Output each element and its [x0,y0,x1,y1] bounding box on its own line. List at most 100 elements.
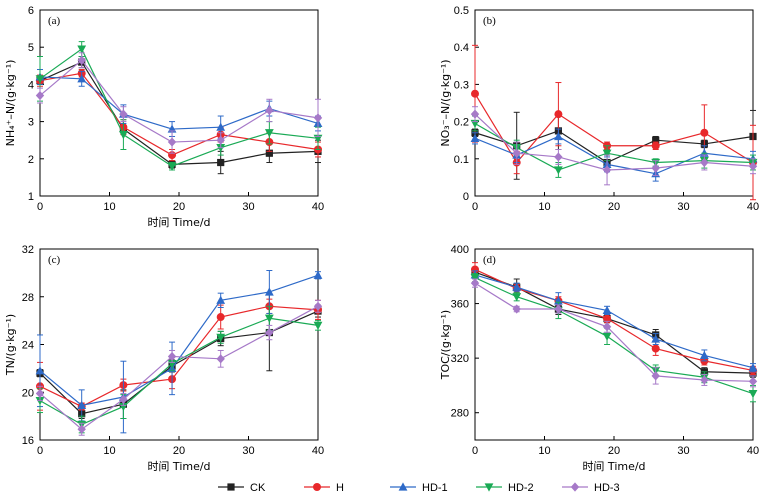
plot-frame [474,248,754,441]
data-point [470,133,480,142]
data-point [35,75,45,84]
x-tick-label: 0 [472,445,478,457]
data-point [77,45,87,54]
data-point [313,301,323,311]
x-tick-label: 20 [173,201,185,213]
y-axis-title: NH₄⁺–N/(g·kg⁻¹) [4,60,17,147]
legend-item-ck: CK [218,482,266,494]
legend-label: HD-2 [508,482,534,494]
panel-label: (d) [483,254,496,266]
data-point [554,166,563,175]
plot-frame [39,9,319,197]
legend: CK H HD-1 HD-2 HD-3 [218,482,620,494]
x-tick-label: 0 [37,445,43,457]
data-point [471,89,479,98]
y-tick-label: 24 [22,340,34,352]
data-point [554,131,563,141]
data-point [748,376,758,386]
y-tick-label: 0.3 [454,79,469,91]
y-tick-label: 5 [28,42,34,54]
data-point [512,148,521,158]
y-tick-label: 16 [22,435,34,447]
data-point [264,129,274,138]
data-point [35,366,45,375]
data-point [699,350,709,360]
y-tick-label: 2 [28,154,34,166]
data-point [77,400,87,409]
data-point [313,113,323,123]
legend-label: HD-3 [594,482,620,494]
data-point [216,135,225,145]
y-tick-label: 360 [451,299,469,311]
x-tick-label: 10 [538,201,550,213]
x-axis-title: 时间 Time/d [582,460,645,473]
y-tick-label: 0 [463,191,469,203]
data-point [77,74,87,83]
series-h [36,69,322,162]
data-point [265,327,274,338]
legend-item-hd-2: HD-2 [476,482,534,494]
x-tick-label: 20 [608,445,620,457]
x-tick-label: 20 [173,445,185,457]
y-tick-label: 3 [28,117,34,129]
panel-label: (c) [48,254,61,266]
panel-label: (b) [483,15,496,27]
data-point [748,161,758,171]
y-tick-label: 280 [451,408,469,420]
x-tick-label: 30 [677,445,689,457]
data-point [119,394,128,405]
chart-panel-4: 0 10 20 30 40 280 320 360 400 (d) 时间 Time/d TOC/(g·… [439,244,759,473]
y-tick-label: 28 [22,292,34,304]
data-point [651,334,661,343]
data-point [512,293,522,302]
y-tick-label: 320 [451,353,469,365]
series-h [471,44,757,201]
data-point [470,278,480,288]
data-point [554,304,563,314]
x-tick-label: 40 [747,445,759,457]
series-line [39,274,319,407]
data-point [602,165,612,175]
series-hd-3 [35,52,323,154]
data-point [748,363,758,372]
data-point [602,332,612,341]
data-point [512,304,521,314]
data-point [119,109,128,119]
y-tick-label: 6 [28,5,34,17]
data-point [651,141,660,150]
series-hd-3 [470,278,758,388]
data-point [602,305,612,314]
x-tick-label: 0 [37,201,43,213]
data-point [651,371,660,381]
data-point [167,162,177,171]
legend-marker [570,482,580,492]
legend-marker [227,483,235,491]
legend-marker [398,482,408,491]
legend-label: H [336,482,344,494]
data-point [35,388,45,399]
data-point [651,163,660,173]
series-hd-3 [470,106,758,186]
data-point [216,313,225,322]
legend-label: CK [250,482,266,494]
y-axis-title: TN/(g·kg⁻¹) [4,314,17,376]
series-hd-1 [35,69,323,139]
data-point [602,149,612,158]
legend-label: HD-1 [422,482,448,494]
y-tick-label: 0.1 [454,154,469,166]
data-point [700,128,709,137]
x-axis-title: 时间 Time/d [147,216,210,229]
data-point [652,136,660,144]
y-tick-label: 0.5 [454,5,469,17]
data-point [554,110,563,119]
data-point [167,137,177,147]
data-point [265,105,274,116]
data-point [35,90,45,101]
x-tick-label: 30 [242,445,254,457]
y-tick-label: 0.2 [454,117,469,129]
data-point [216,333,226,342]
chart-panel-3: 0 10 20 30 40 16 20 24 28 32 (c) 时间 Time/d TN/(g·kg⁻… [4,244,324,473]
series-hd-3 [35,299,323,436]
data-point [264,287,274,296]
